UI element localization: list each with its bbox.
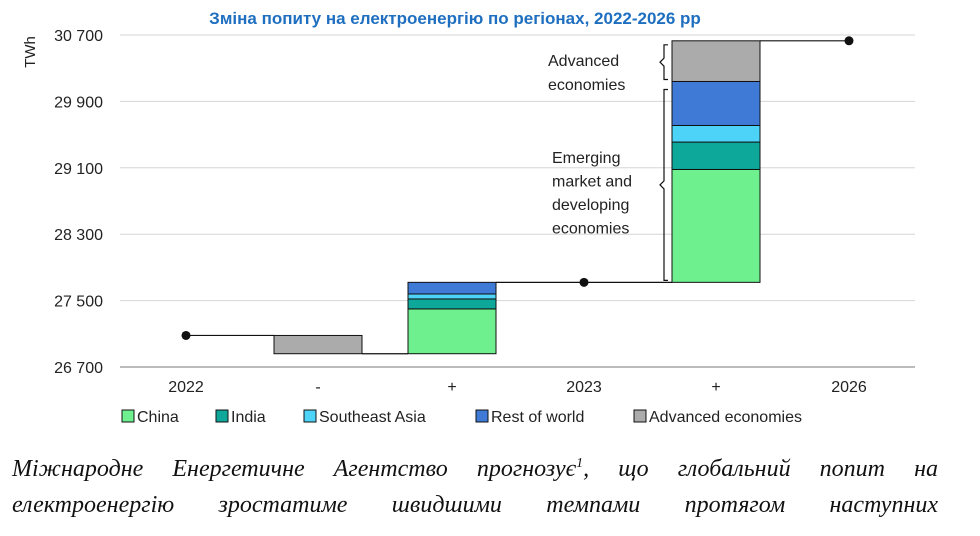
caption-line-1-end: , що глобальний попит на <box>583 456 939 482</box>
annotation-emerging: market and <box>552 174 632 191</box>
y-tick-label: 29 900 <box>54 94 103 111</box>
bar-segment <box>671 168 761 283</box>
total-marker <box>579 277 589 287</box>
connectors <box>181 36 854 355</box>
annotation-emerging: economies <box>552 221 629 238</box>
legend-swatch <box>215 409 229 423</box>
bar-segment <box>671 40 761 82</box>
caption-text: Міжнародне Енергетичне Агентство прогноз… <box>12 446 938 523</box>
chart: Зміна попиту на електроенергію по регіон… <box>22 9 915 426</box>
annotation-advanced: economies <box>548 77 625 94</box>
caption-line-2: електроенергію зростатиме швидшими темпа… <box>12 492 938 518</box>
footnote-marker: 1 <box>576 456 584 471</box>
bar-segment <box>407 308 497 355</box>
x-tick-label: - <box>315 379 320 396</box>
x-tick-label: + <box>447 379 456 396</box>
legend-swatch <box>633 409 647 423</box>
bracket <box>659 44 668 81</box>
x-tick-label: 2023 <box>566 379 602 396</box>
caption-line-1: Міжнародне Енергетичне Агентство прогноз… <box>12 446 938 487</box>
y-tick-label: 30 700 <box>54 28 103 45</box>
x-tick-label: 2022 <box>168 379 204 396</box>
bar-segment <box>671 124 761 143</box>
legend-label: Southeast Asia <box>319 409 426 426</box>
legend-label: China <box>137 409 179 426</box>
caption-line-1-start: Міжнародне Енергетичне Агентство прогноз… <box>12 456 577 482</box>
y-tick-label: 28 300 <box>54 227 103 244</box>
legend-swatch <box>121 409 135 423</box>
total-marker <box>844 36 854 46</box>
x-tick-label: + <box>711 379 720 396</box>
y-tick-label: 29 100 <box>54 161 103 178</box>
bar-segment <box>273 334 363 355</box>
total-marker <box>181 330 191 340</box>
x-tick-labels: 2022 - +2023 +2026 <box>168 379 867 396</box>
legend-label: Rest of world <box>491 409 584 426</box>
annotations: Advanced economies Emerging market and devel… <box>548 44 668 281</box>
legend-swatch <box>303 409 317 423</box>
bar-segment <box>671 80 761 126</box>
bar-segment <box>407 293 497 300</box>
legend-label: Advanced economies <box>649 409 802 426</box>
gridlines <box>120 34 915 368</box>
y-tick-label: 27 500 <box>54 294 103 311</box>
y-tick-label: 26 700 <box>54 360 103 377</box>
chart-container: Зміна попиту на електроенергію по регіон… <box>22 9 915 426</box>
bar-segment <box>407 281 497 295</box>
legend-label: India <box>231 409 266 426</box>
annotation-advanced: Advanced <box>548 53 619 70</box>
x-tick-label: 2026 <box>831 379 867 396</box>
legend-swatch <box>475 409 489 423</box>
legend: China India Southeast Asia Rest of world Adv… <box>121 409 802 426</box>
bar-segment <box>671 141 761 170</box>
bar-segment <box>407 298 497 310</box>
bars <box>273 40 761 355</box>
y-tick-labels: 26 700 27 500 28 300 29 100 29 900 30 700 <box>54 28 103 377</box>
annotation-emerging: developing <box>552 197 629 214</box>
y-axis-label: TWh <box>22 36 39 68</box>
bracket <box>659 88 668 281</box>
annotation-emerging: Emerging <box>552 150 620 167</box>
chart-title: Зміна попиту на електроенергію по регіон… <box>209 9 701 28</box>
